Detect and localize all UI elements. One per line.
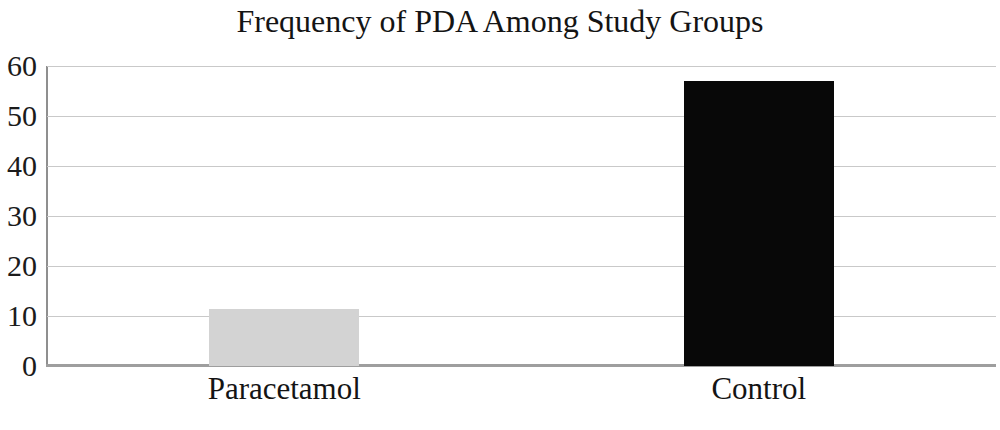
plot-area — [47, 66, 996, 366]
gridline-y-30 — [47, 216, 996, 217]
gridline-y-40 — [47, 166, 996, 167]
x-axis-labels: Paracetamol Control — [47, 370, 996, 418]
chart-title: Frequency of PDA Among Study Groups — [0, 4, 1000, 39]
y-tick-label-40: 40 — [7, 151, 37, 181]
x-category-label-control: Control — [711, 370, 806, 407]
x-category-label-paracetamol: Paracetamol — [208, 370, 361, 407]
gridline-y-10 — [47, 316, 996, 317]
bar-paracetamol — [209, 309, 359, 367]
pda-frequency-bar-chart: Frequency of PDA Among Study Groups 0 10 2… — [0, 0, 1000, 430]
y-tick-label-30: 30 — [7, 201, 37, 231]
gridline-y-20 — [47, 266, 996, 267]
y-axis-labels: 0102030405060 — [0, 66, 37, 366]
gridline-y-50 — [47, 116, 996, 117]
y-tick-label-20: 20 — [7, 251, 37, 281]
y-tick-label-50: 50 — [7, 101, 37, 131]
bar-control — [684, 81, 834, 366]
gridline-y-60 — [47, 66, 996, 67]
y-tick-label-0: 0 — [22, 351, 37, 381]
y-tick-label-60: 60 — [7, 51, 37, 81]
y-tick-label-10: 10 — [7, 301, 37, 331]
